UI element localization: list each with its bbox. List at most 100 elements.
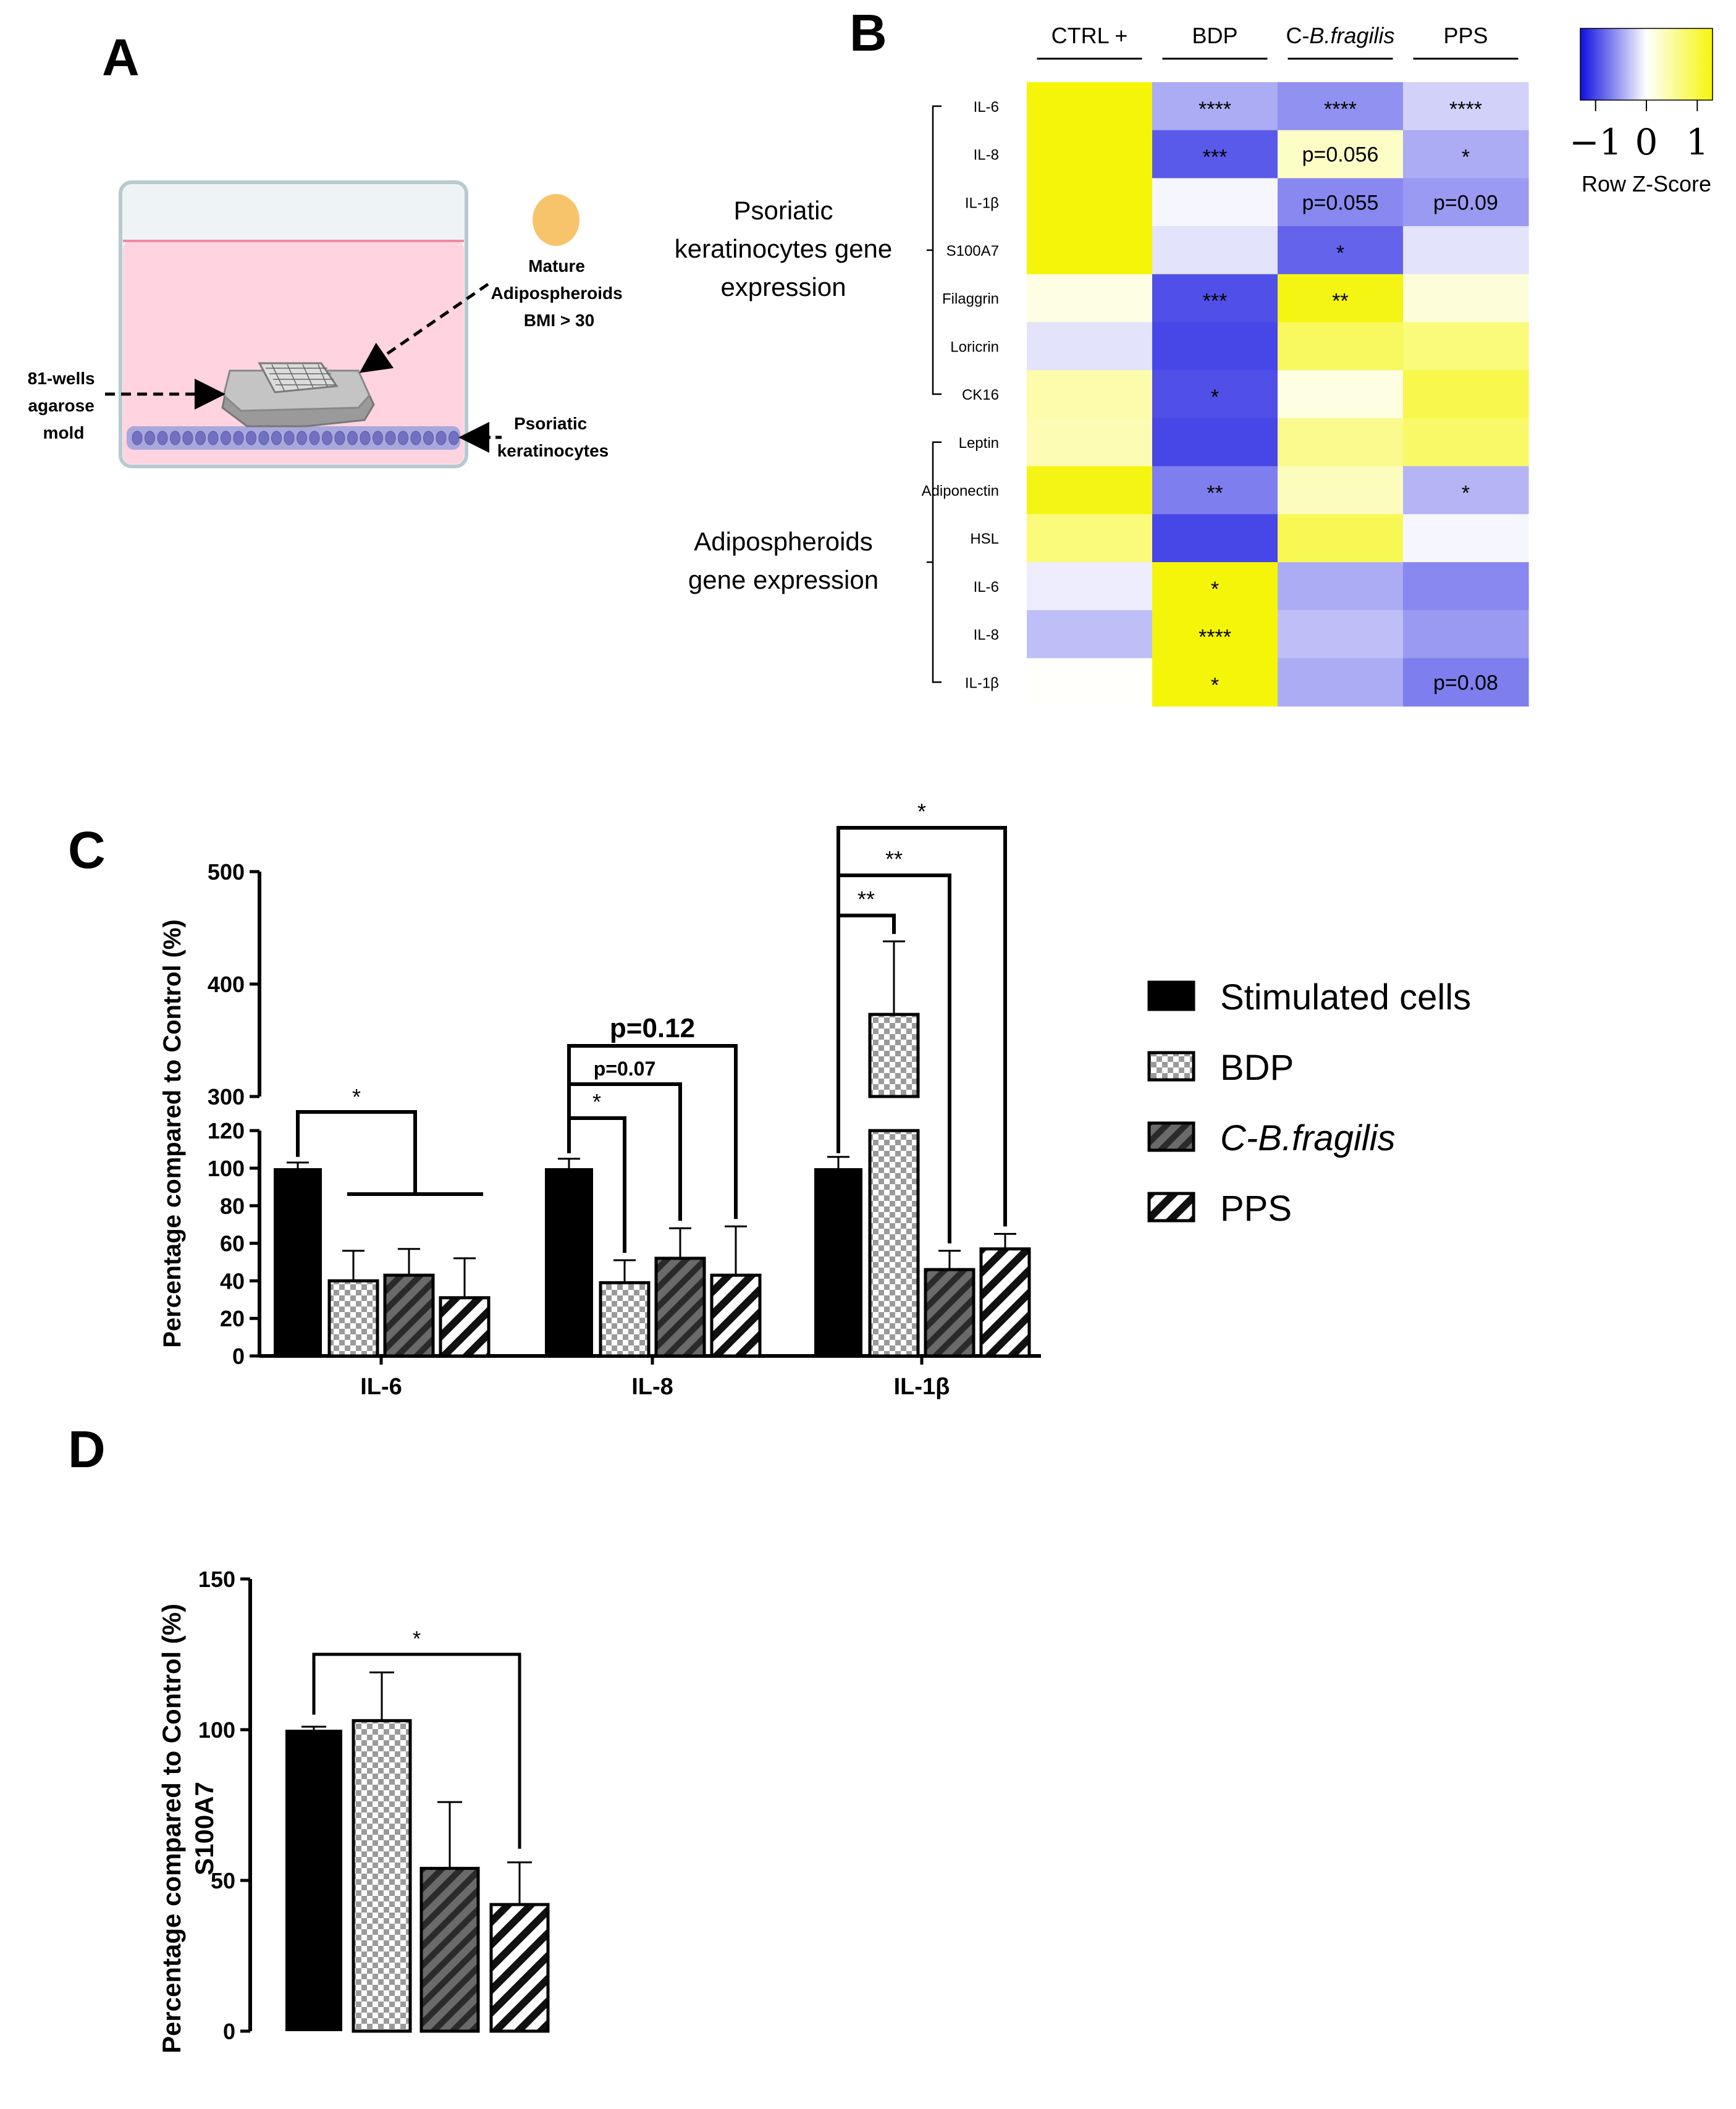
chart-c-significance-label: * (917, 799, 926, 824)
heatmap-cell-s100a7-c-b-fragilis (1278, 226, 1404, 275)
chart-c-bar-bdp-il-1-lower (868, 1129, 920, 1358)
chart-c-bar-bdp-il-1 (868, 1012, 920, 1098)
heatmap-cell-filaggrin-pps (1403, 274, 1529, 323)
heatmap-legend-tick-label: −1 (1569, 121, 1622, 163)
heatmap-annotation: **** (1199, 626, 1231, 649)
chart-c-significance-label: p=0.12 (610, 1013, 695, 1043)
heatmap-row-label-il-1: IL-1β (965, 195, 999, 211)
heatmap-group-label: gene expression (688, 565, 879, 594)
heatmap-cell-adiponectin-bdp (1152, 466, 1278, 515)
heatmap-cell-filaggrin-bdp (1152, 274, 1278, 323)
heatmap-cell-il-6-c-b-fragilis (1278, 82, 1404, 131)
heatmap-annotation: * (1336, 242, 1344, 265)
heatmap-annotation: p=0.08 (1433, 671, 1498, 694)
adipospheroid-icon (533, 194, 579, 246)
heatmap-cell-il-6-bdp (1152, 562, 1278, 611)
chart-c-legend-label-stimulated-cells: Stimulated cells (1220, 977, 1471, 1017)
heatmap-cell-il-8-ctrl (1027, 610, 1153, 659)
keratinocyte-cell-dot (334, 431, 345, 445)
spheroid-arrow (359, 282, 489, 373)
heatmap-annotation: **** (1449, 98, 1482, 121)
heatmap-cell-adiponectin-pps (1403, 466, 1529, 515)
heatmap-panel: CTRL + BDP C-B.fragilis PPS**** **** ****IL-6… (675, 23, 1713, 707)
keratinocyte-cell-dot (284, 431, 295, 445)
heatmap-column-bdp: BDP (1192, 23, 1237, 48)
chart-d-significance-bracket (312, 1652, 521, 1849)
heatmap-cell-il-6-c-b-fragilis (1278, 562, 1404, 611)
panel-label-c: C (68, 821, 106, 879)
keratinocyte-cell-dot (195, 431, 206, 445)
chart-c-significance-bracket (836, 826, 1007, 1227)
chart-c-bar-stimulated-cells-il-8 (545, 1168, 593, 1356)
keratinocyte-cell-dot (385, 431, 396, 445)
chart-c-significance-label: ** (857, 886, 875, 912)
heatmap-annotation: * (1211, 578, 1219, 601)
heatmap-cell-il-1-c-b-fragilis (1278, 178, 1404, 227)
heatmap-cell-hsl-bdp (1152, 514, 1278, 563)
chart-c-bar-bdp-il-6 (327, 1279, 379, 1358)
heatmap-annotation: *** (1203, 146, 1228, 169)
heatmap-group-label: expression (720, 272, 846, 301)
heatmap-group-label: Psoriatic (733, 196, 833, 225)
chart-c-y-tick-label: 20 (220, 1306, 245, 1331)
spheroid-label: Mature Adipospheroids BMI > 30 (491, 256, 628, 330)
chart-d-bar-stimulated-cells (285, 1730, 342, 2031)
chart-c-legend-swatch-pps (1147, 1192, 1195, 1223)
heatmap-cell-il-1-pps (1403, 658, 1529, 707)
chart-d-significance-label: * (413, 1627, 421, 1651)
chart-c-legend-label-bdp: BDP (1220, 1048, 1294, 1088)
keratinocyte-cell-dot (208, 431, 219, 445)
heatmap-cell-leptin-pps (1403, 418, 1529, 467)
panel-label-b: B (849, 4, 887, 62)
heatmap-annotation: **** (1199, 98, 1231, 121)
chart-d-y-axis-title: Percentage compared to Control (%) (157, 1604, 186, 2053)
keratinocyte-cell-dot (360, 431, 371, 445)
heatmap-row-label-il-6: IL-6 (974, 99, 999, 116)
chart-c-bar-stimulated-cells-il-6 (274, 1168, 322, 1356)
keratinocyte-cell-dot (132, 431, 143, 445)
keratinocyte-cell-dot (423, 431, 434, 445)
heatmap-legend-colorbar (1580, 28, 1713, 101)
chart-d-bar-bdp (352, 1719, 412, 2033)
heatmap-legend-tick-label: 1 (1686, 121, 1709, 163)
heatmap-cell-adiponectin-c-b-fragilis (1278, 466, 1404, 515)
culture-schematic: Mature Adipospheroids BMI > 30 81-wells … (28, 180, 628, 468)
heatmap-cell-s100a7-bdp (1152, 226, 1278, 275)
heatmap-column-pps: PPS (1443, 23, 1488, 48)
heatmap-cell-s100a7-ctrl (1027, 226, 1153, 275)
keratinocyte-cell-dot (233, 431, 244, 445)
chart-c-y-tick-label: 0 (232, 1344, 245, 1369)
chart-c-y-tick-label: 500 (208, 859, 245, 885)
keratinocyte-cell-dot (322, 431, 332, 445)
heatmap-cell-ck16-c-b-fragilis (1278, 370, 1404, 419)
heatmap-cell-il-8-bdp (1152, 610, 1278, 659)
heatmap-cell-adiponectin-ctrl (1027, 466, 1153, 515)
chart-d-bar-pps (489, 1903, 550, 2033)
heatmap-cell-il-8-pps (1403, 130, 1529, 179)
keratinocyte-cell-dot (258, 431, 269, 445)
keratinocyte-cells (132, 431, 459, 445)
heatmap-cell-ck16-ctrl (1027, 370, 1153, 419)
cells-label: Psoriatic keratinocytes (497, 414, 609, 460)
heatmap-cell-loricrin-bdp (1152, 322, 1278, 371)
keratinocyte-cell-dot (436, 431, 447, 445)
heatmap-row-label-adiponectin: Adiponectin (922, 482, 999, 499)
heatmap-annotation: * (1462, 146, 1470, 169)
chart-d-y-tick-label: 50 (211, 1868, 235, 1893)
heatmap-cell-il-8-bdp (1152, 130, 1278, 179)
chart-c-y-tick-label: 60 (220, 1231, 245, 1257)
chart-c-y-tick-label: 300 (208, 1084, 245, 1109)
keratinocyte-cell-dot (221, 431, 231, 445)
chart-d-y-tick-label: 0 (223, 2019, 235, 2044)
chart-c-bar-pps-il-6 (439, 1296, 491, 1358)
heatmap-cell-il-6-ctrl (1027, 82, 1153, 131)
heatmap-legend-title: Row Z-Score (1582, 171, 1711, 196)
heatmap-row-label-leptin: Leptin (959, 435, 999, 452)
keratinocyte-cell-dot (271, 431, 282, 445)
heatmap-annotation: ** (1207, 481, 1223, 505)
chart-c-x-label-il-1: IL-1β (894, 1374, 950, 1400)
heatmap-column-c-b-fragilis: C-B.fragilis (1286, 23, 1394, 48)
chart-c-significance-bracket (296, 1110, 417, 1194)
chart-c-y-tick-label: 400 (208, 972, 245, 997)
heatmap-annotation: * (1211, 385, 1219, 409)
